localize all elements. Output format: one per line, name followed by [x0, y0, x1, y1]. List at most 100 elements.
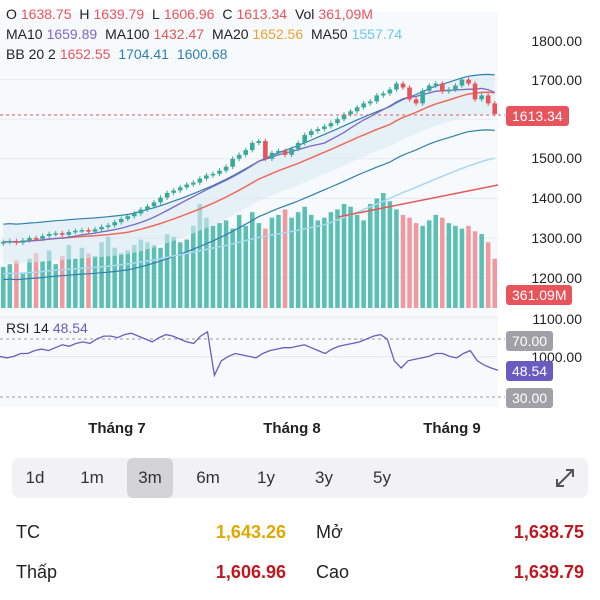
candle-body — [223, 166, 229, 171]
range-5y-button[interactable]: 5y — [373, 468, 391, 487]
candle-body — [282, 150, 288, 155]
volume-bar — [269, 217, 275, 308]
ma20-value: 1652.56 — [252, 26, 304, 42]
tc-label: TC — [16, 522, 40, 542]
volume-bar — [236, 214, 242, 308]
volume-bar — [223, 220, 229, 308]
volume-bar — [210, 225, 216, 308]
candle-body — [446, 89, 452, 92]
range-3m-button[interactable]: 3m — [127, 458, 173, 498]
candle-body — [191, 182, 196, 185]
volume-bar — [145, 242, 150, 308]
volume-bar — [99, 242, 104, 308]
bb-mid: 1652.55 — [59, 46, 111, 62]
range-1m-button[interactable]: 1m — [80, 468, 104, 487]
volume-bar — [118, 253, 124, 308]
rsi-header: RSI 14 48.54 — [6, 320, 92, 336]
candle-body — [92, 229, 98, 232]
volume-bar — [132, 245, 137, 308]
candle-body — [263, 140, 268, 159]
candle-body — [217, 170, 222, 174]
low-value: 1606.96 — [163, 6, 215, 22]
candle-body — [177, 187, 183, 191]
volume-tag: 361.09M — [506, 285, 573, 305]
candle-body — [46, 234, 52, 237]
volume-bar — [492, 258, 497, 308]
range-1y-button[interactable]: 1y — [257, 468, 275, 487]
volume-bar — [367, 203, 373, 308]
volume-bar — [33, 253, 39, 308]
volume-bar — [66, 245, 72, 308]
y-tick: 1700.00 — [531, 72, 582, 88]
volume-bar — [184, 239, 190, 308]
volume-bar — [472, 231, 478, 308]
volume-bar — [374, 198, 380, 308]
candle-body — [73, 230, 78, 233]
volume-bar — [217, 223, 222, 308]
candle-body — [400, 83, 406, 88]
ohlc-header: O 1638.75 H 1639.79 L 1606.96 C 1613.34 Vol 3… — [6, 6, 377, 22]
price-chart[interactable] — [0, 0, 600, 420]
candle-body — [479, 95, 484, 100]
high-value: 1639.79 — [93, 6, 145, 22]
volume-bar — [420, 225, 425, 308]
volume-bar — [86, 253, 91, 308]
volume-bar — [171, 236, 176, 308]
y-tick: 1400.00 — [531, 190, 582, 206]
rsi-line — [0, 330, 499, 378]
candle-body — [308, 131, 314, 136]
bollinger-lower-line — [3, 129, 495, 281]
range-selector: 1d 1m 3m 6m 1y 3y 5y — [12, 458, 588, 498]
candle-body — [86, 230, 91, 232]
volume-bar — [446, 223, 452, 308]
candle-body — [158, 197, 163, 203]
candle-body — [27, 238, 32, 241]
candle-body — [132, 213, 137, 217]
candle-body — [354, 107, 360, 112]
candle-body — [472, 83, 478, 100]
volume-bar — [335, 209, 340, 308]
candle-body — [289, 148, 294, 155]
candle-body — [99, 226, 104, 230]
candle-body — [112, 222, 117, 226]
candle-body — [302, 135, 307, 143]
candle-body — [236, 154, 242, 159]
expand-icon[interactable] — [554, 467, 576, 489]
volume-bar — [92, 255, 98, 308]
candle-body — [394, 83, 399, 90]
volume-bar — [308, 214, 314, 308]
rsi-lower-tag: 30.00 — [506, 388, 554, 408]
rsi-upper-tag: 70.00 — [506, 331, 554, 351]
candle-body — [269, 152, 275, 159]
y-tick: 1800.00 — [531, 33, 582, 49]
range-6m-button[interactable]: 6m — [196, 468, 220, 487]
volume-bar — [46, 250, 52, 308]
volume-bar — [151, 245, 157, 308]
candle-body — [184, 184, 190, 188]
high-stat-value: 1,639.79 — [513, 562, 584, 582]
volume-bar — [191, 225, 196, 308]
volume-bar — [125, 250, 131, 308]
volume-bar — [322, 217, 327, 308]
close-key: C — [222, 6, 233, 22]
open-key: O — [6, 6, 17, 22]
open-label: Mở — [316, 522, 343, 542]
candle-body — [361, 103, 366, 108]
candle-body — [374, 95, 380, 102]
ma50-line — [3, 157, 495, 275]
candle-body — [59, 233, 65, 235]
candle-body — [426, 85, 432, 91]
ma50-key: MA50 — [311, 26, 348, 42]
bb-upper: 1704.41 — [118, 46, 169, 62]
ma20-key: MA20 — [211, 26, 249, 42]
candle-body — [0, 241, 6, 244]
candle-body — [66, 232, 72, 235]
chart-background — [0, 12, 498, 407]
price-tag: 1613.34 — [506, 106, 569, 126]
ma100-value: 1432.47 — [153, 26, 205, 42]
range-1d-button[interactable]: 1d — [25, 468, 45, 487]
ma100-key: MA100 — [105, 26, 150, 42]
ma10-value: 1659.89 — [46, 26, 98, 42]
range-3y-button[interactable]: 3y — [315, 468, 333, 487]
candle-body — [328, 123, 334, 127]
